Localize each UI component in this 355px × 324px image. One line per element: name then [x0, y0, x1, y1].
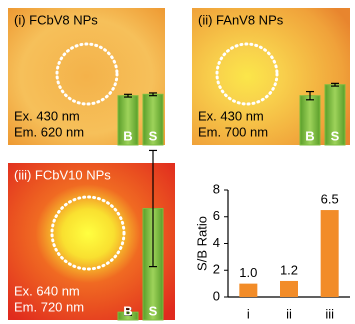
value-label: 6.5: [321, 192, 339, 207]
bar-label: S: [331, 128, 340, 143]
bar: [321, 210, 339, 297]
y-tick-label: 0: [213, 288, 220, 303]
bar: [280, 281, 298, 297]
bar-label: S: [149, 128, 158, 143]
y-tick-label: 4: [213, 235, 220, 250]
panel-title: (ii) FAnV8 NPs: [198, 12, 284, 27]
panel-title: (iii) FCbV10 NPs: [14, 167, 111, 182]
annotation: Ex. 640 nm: [14, 283, 80, 298]
value-label: 1.2: [280, 262, 298, 277]
value-label: 1.0: [239, 265, 257, 280]
bar: [239, 284, 257, 297]
annotation: Em. 620 nm: [14, 124, 84, 139]
y-tick-label: 8: [213, 181, 220, 196]
y-tick-label: 2: [213, 262, 220, 277]
x-tick-label: ii: [286, 306, 292, 321]
figure: (i) FCbV8 NPsEx. 430 nmEm. 620 nmBS(ii) …: [0, 0, 355, 324]
bar-label: S: [149, 303, 158, 318]
bar-label: B: [305, 128, 314, 143]
y-tick-label: 6: [213, 208, 220, 223]
x-tick-label: iii: [325, 306, 334, 321]
x-tick-label: i: [247, 306, 250, 321]
bar-label: B: [123, 128, 132, 143]
annotation: Ex. 430 nm: [198, 108, 264, 123]
annotation: Em. 720 nm: [14, 299, 84, 314]
bar-label: B: [123, 303, 132, 318]
annotation: Ex. 430 nm: [14, 108, 80, 123]
y-axis-title: S/B Ratio: [194, 216, 209, 271]
annotation: Em. 700 nm: [198, 124, 268, 139]
panel-title: (i) FCbV8 NPs: [14, 12, 98, 27]
